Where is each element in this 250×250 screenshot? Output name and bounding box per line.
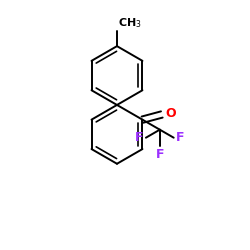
Text: F: F (135, 131, 144, 144)
Text: O: O (165, 107, 176, 120)
Text: F: F (176, 131, 184, 144)
Text: CH$_3$: CH$_3$ (118, 16, 142, 30)
Text: F: F (156, 148, 164, 162)
